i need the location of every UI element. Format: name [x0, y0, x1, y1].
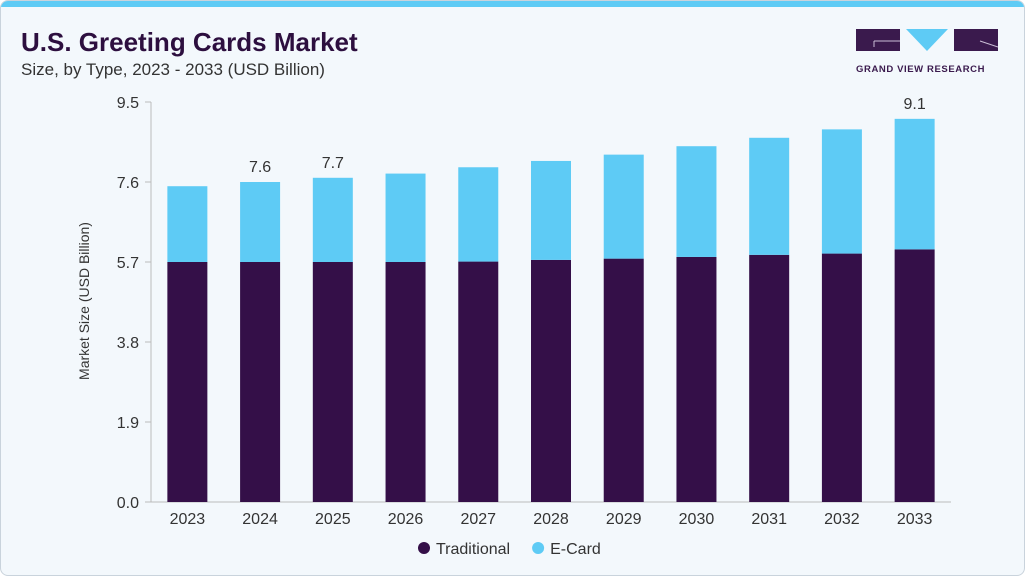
- bar-ecard-2030: [676, 146, 717, 257]
- bar-traditional-2030: [676, 256, 717, 502]
- bar-ecard-2024: [240, 182, 281, 262]
- bar-traditional-2031: [749, 254, 790, 502]
- bar-ecard-2032: [821, 129, 862, 254]
- bar-traditional-2032: [821, 253, 862, 502]
- data-label: 9.1: [904, 96, 926, 113]
- x-tick-label: 2023: [170, 511, 206, 528]
- x-tick-label: 2031: [751, 511, 787, 528]
- chart-subtitle: Size, by Type, 2023 - 2033 (USD Billion): [21, 60, 325, 79]
- y-tick-label: 7.6: [117, 175, 139, 192]
- legend-marker-traditional: [418, 542, 430, 554]
- x-tick-label: 2028: [533, 511, 569, 528]
- bar-traditional-2025: [312, 262, 353, 502]
- x-tick-label: 2029: [606, 511, 642, 528]
- bar-traditional-2023: [167, 262, 208, 502]
- data-label: 7.7: [322, 155, 344, 172]
- bar-traditional-2033: [894, 249, 935, 502]
- y-tick-label: 9.5: [117, 95, 139, 112]
- y-axis-title: Market Size (USD Billion): [76, 222, 92, 380]
- bar-traditional-2026: [385, 262, 426, 502]
- y-tick-label: 5.7: [117, 255, 139, 272]
- bar-ecard-2027: [458, 167, 499, 262]
- legend-marker-ecard: [532, 542, 545, 554]
- bar-ecard-2031: [749, 137, 790, 255]
- x-tick-label: 2024: [242, 511, 278, 528]
- y-tick-label: 1.9: [117, 415, 139, 432]
- logo-mark: [856, 29, 999, 51]
- y-tick-label: 3.8: [117, 335, 139, 352]
- x-tick-label: 2032: [824, 511, 860, 528]
- x-tick-label: 2030: [679, 511, 715, 528]
- chart-title: U.S. Greeting Cards Market: [21, 27, 358, 57]
- x-tick-label: 2027: [460, 511, 496, 528]
- logo: GRAND VIEW RESEARCH: [856, 29, 999, 75]
- bar-ecard-2033: [894, 118, 935, 250]
- bar-traditional-2028: [531, 259, 571, 502]
- bar-traditional-2027: [458, 261, 499, 502]
- bar-ecard-2025: [312, 177, 353, 262]
- bar-ecard-2023: [167, 186, 208, 262]
- bar-ecard-2028: [531, 160, 571, 260]
- legend-label: Traditional: [436, 541, 510, 558]
- legend-label: E-Card: [550, 541, 601, 558]
- bar-ecard-2026: [385, 173, 426, 262]
- accent-bar: [1, 1, 1024, 7]
- x-tick-label: 2025: [315, 511, 351, 528]
- data-label: 7.6: [249, 159, 271, 176]
- bar-ecard-2029: [603, 154, 644, 259]
- bar-traditional-2024: [240, 262, 281, 502]
- y-tick-label: 0.0: [117, 495, 139, 512]
- bar-traditional-2029: [603, 258, 644, 502]
- x-tick-label: 2026: [388, 511, 424, 528]
- logo-text: GRAND VIEW RESEARCH: [856, 64, 986, 75]
- x-tick-label: 2033: [897, 511, 933, 528]
